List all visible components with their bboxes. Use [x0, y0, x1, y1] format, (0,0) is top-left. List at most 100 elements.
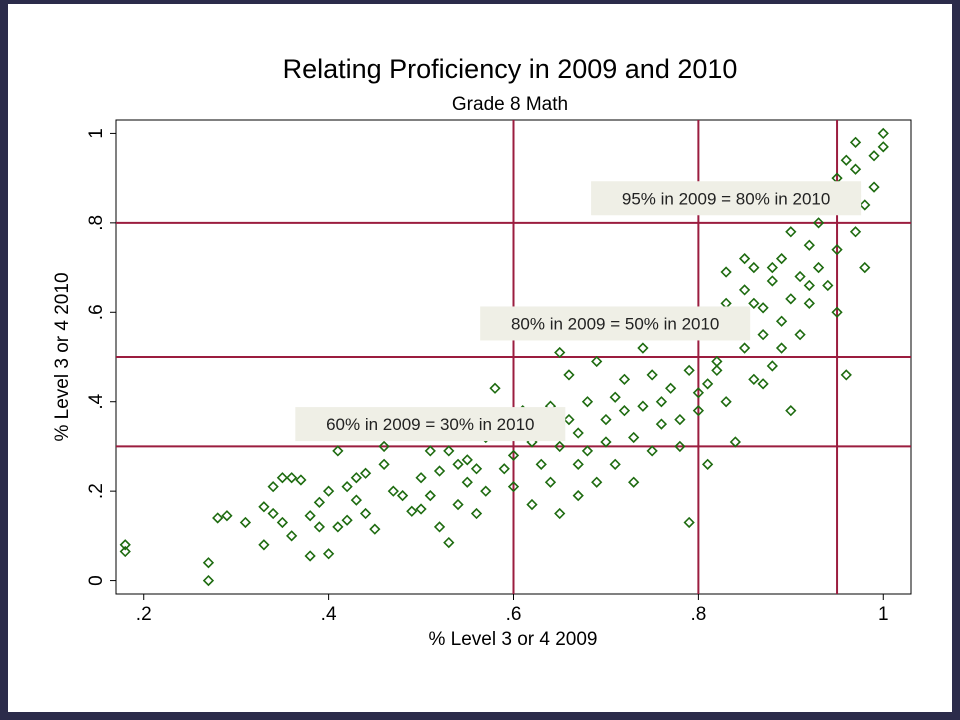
- data-point: [683, 516, 695, 529]
- data-point: [369, 523, 381, 535]
- data-point: [748, 261, 760, 274]
- data-point: [554, 440, 566, 453]
- data-point: [443, 445, 455, 457]
- data-point: [618, 405, 631, 417]
- axis-ticks: .2 .4 .6 .8 1 0 .2 .4 .6 .8 1: [86, 128, 889, 625]
- annotation-text: 60% in 2009 = 30% in 2010: [326, 415, 534, 434]
- data-point: [443, 536, 455, 549]
- data-point: [729, 436, 741, 448]
- data-point: [498, 463, 510, 475]
- data-point: [554, 346, 566, 359]
- annotation-box: [480, 306, 751, 341]
- x-tick-label: .8: [690, 604, 706, 625]
- data-point: [738, 342, 751, 354]
- data-point: [646, 369, 658, 381]
- data-point: [748, 373, 760, 385]
- data-point: [221, 510, 233, 522]
- scatter-chart: Relating Proficiency in 2009 and 2010 Gr…: [52, 54, 912, 650]
- data-point: [452, 498, 464, 511]
- data-point: [202, 574, 215, 587]
- data-point: [535, 458, 547, 470]
- data-point: [655, 396, 668, 408]
- data-point: [683, 364, 695, 377]
- data-point: [646, 445, 658, 457]
- x-tick-label: .2: [136, 604, 152, 625]
- data-point: [674, 440, 686, 453]
- data-point: [822, 279, 834, 292]
- data-point: [470, 463, 483, 475]
- data-point: [424, 445, 436, 457]
- data-point: [766, 261, 778, 274]
- data-point: [785, 405, 797, 417]
- y-tick-label: .6: [86, 304, 107, 320]
- data-point: [775, 252, 788, 265]
- x-tick-label: .6: [506, 604, 522, 625]
- data-point: [359, 467, 372, 479]
- data-point: [720, 266, 732, 278]
- y-tick-label: .4: [86, 393, 107, 409]
- data-point: [507, 449, 520, 462]
- data-point: [637, 400, 649, 412]
- data-point: [591, 355, 603, 368]
- data-point: [766, 275, 778, 287]
- data-point: [212, 512, 224, 524]
- data-point: [507, 481, 520, 493]
- annotation-text: 95% in 2009 = 80% in 2010: [622, 189, 830, 208]
- data-point: [258, 539, 270, 551]
- data-point: [563, 369, 575, 381]
- data-point: [692, 387, 705, 399]
- data-point: [341, 481, 353, 493]
- data-point: [572, 489, 584, 502]
- x-tick-label: .4: [321, 604, 337, 625]
- data-point: [840, 369, 852, 381]
- y-tick-label: .8: [86, 215, 107, 231]
- data-point: [775, 315, 788, 327]
- data-point: [424, 489, 436, 502]
- data-point: [692, 405, 705, 417]
- data-point: [433, 521, 446, 533]
- data-point: [609, 458, 621, 470]
- data-point: [701, 378, 714, 390]
- data-point: [350, 472, 362, 484]
- data-point: [628, 476, 640, 488]
- data-point: [840, 154, 852, 166]
- data-point: [378, 440, 390, 453]
- annotation-box: [591, 181, 862, 216]
- data-point: [591, 476, 603, 488]
- data-point: [489, 382, 501, 394]
- data-point: [637, 342, 649, 354]
- data-point: [304, 510, 316, 522]
- data-point: [859, 199, 871, 211]
- data-point: [286, 472, 298, 484]
- data-point: [831, 306, 843, 318]
- data-point: [757, 302, 769, 314]
- data-point: [812, 217, 825, 229]
- data-point: [618, 373, 631, 385]
- data-point: [877, 141, 889, 153]
- data-point: [119, 539, 131, 551]
- data-point: [849, 226, 862, 238]
- data-point: [803, 297, 815, 309]
- data-point: [812, 261, 825, 274]
- data-point: [831, 244, 843, 256]
- x-axis-label: % Level 3 or 4 2009: [428, 629, 597, 650]
- data-point: [359, 507, 372, 520]
- data-point: [322, 485, 335, 497]
- data-point: [119, 545, 131, 558]
- y-tick-label: .2: [86, 483, 107, 499]
- data-point: [461, 476, 473, 488]
- data-point: [202, 557, 215, 569]
- data-point: [738, 252, 751, 265]
- data-point: [276, 516, 289, 529]
- data-point: [415, 503, 427, 515]
- reference-lines: [116, 120, 911, 594]
- data-point: [674, 413, 686, 426]
- data-point: [415, 472, 427, 484]
- data-point: [785, 226, 797, 238]
- data-point: [267, 507, 279, 520]
- data-point: [396, 489, 409, 502]
- data-point: [859, 261, 871, 274]
- data-point: [239, 516, 252, 529]
- data-point: [554, 507, 566, 520]
- data-point: [313, 496, 326, 508]
